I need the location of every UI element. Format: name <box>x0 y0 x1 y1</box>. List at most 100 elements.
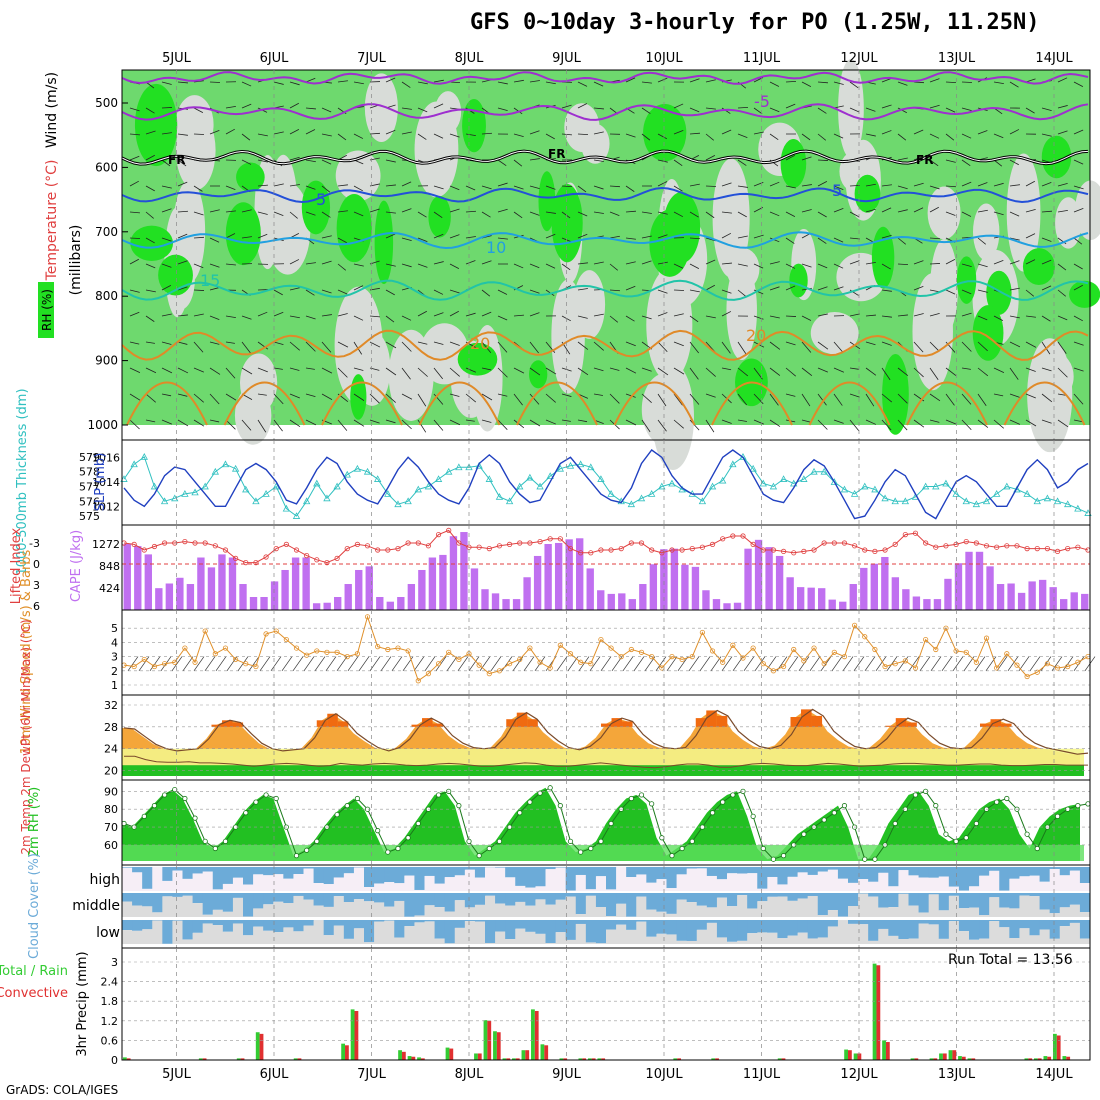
wind-speed-line-point <box>334 649 340 655</box>
wind-barb-10m <box>864 656 876 672</box>
wind-barb <box>849 184 861 187</box>
cloud-bar <box>858 920 869 925</box>
wind-barb <box>913 260 924 265</box>
cloud-clear <box>525 905 536 917</box>
cloud-clear <box>263 930 274 944</box>
wind-speed-line-point <box>202 628 208 634</box>
wind-barb <box>513 367 525 374</box>
cape-bar <box>628 599 636 610</box>
contour-label-20: 20 <box>746 326 766 345</box>
cape-bar <box>1081 593 1089 610</box>
lifted-index-line-point <box>841 540 848 546</box>
wind-speed-line-point <box>679 656 685 663</box>
cape-bar <box>386 601 394 610</box>
wind-barb <box>897 157 908 161</box>
lifted-index-line-point <box>537 538 543 545</box>
cloud-bar <box>394 893 405 901</box>
wind-barb <box>929 312 940 317</box>
lifted-index-line-point <box>730 533 736 539</box>
cloud-clear <box>485 942 496 944</box>
wind-barb <box>849 393 860 398</box>
thickness-tick-label: 579 <box>79 451 100 464</box>
cloud-clear <box>525 931 536 944</box>
cloud-bar <box>454 920 466 928</box>
cloud-bar <box>858 893 869 894</box>
wind-barb <box>561 104 572 109</box>
cloud-bar <box>636 893 647 897</box>
cloud-clear <box>303 899 315 917</box>
rh-moist-patch <box>529 360 548 389</box>
wind-barb <box>929 263 941 265</box>
wind-barb <box>193 289 205 291</box>
temp-contour-25 <box>711 381 793 426</box>
wind-barb <box>833 185 844 191</box>
rh-moist-patch <box>986 270 1012 315</box>
cloud-bar <box>253 893 264 909</box>
cloud-clear <box>142 888 153 891</box>
cloud-clear <box>757 932 768 944</box>
temp-hot-fill <box>906 722 917 727</box>
wind-barb <box>193 263 204 269</box>
cloud-clear <box>293 931 304 944</box>
thickness-line-point <box>729 460 737 468</box>
wind-barb <box>1041 107 1052 112</box>
temp-hot-fill <box>622 721 633 727</box>
cloud-bar <box>283 920 294 928</box>
wind-barb <box>353 419 365 427</box>
precip-tick-label: 0.6 <box>101 1034 119 1047</box>
panel-frame-precip <box>121 947 1091 1061</box>
cloud-bar <box>999 920 1010 928</box>
cloud-bar <box>333 920 345 926</box>
wind-barb-10m <box>127 656 139 672</box>
wind-barb <box>1025 208 1036 213</box>
wind-barb <box>657 367 669 376</box>
wind-barb <box>209 129 220 135</box>
cape-bar <box>397 597 405 610</box>
wind-barb <box>945 133 955 141</box>
wind-barb <box>625 419 637 426</box>
wind-barb <box>897 393 908 404</box>
date-label-bottom: 6JUL <box>260 1067 290 1082</box>
rh2m-line-point <box>578 849 584 855</box>
temp-hot-fill <box>695 718 707 727</box>
rh2m-line-point <box>496 838 503 844</box>
wind-barb <box>401 81 411 88</box>
wind-barb <box>225 106 236 109</box>
wind-barb <box>497 315 508 321</box>
cloud-bar <box>716 920 728 938</box>
wind-barb <box>737 419 748 422</box>
lifted-index-line-point <box>780 548 787 555</box>
wind-barb <box>209 393 220 405</box>
cloud-bar <box>656 893 667 912</box>
wind-barb <box>433 79 444 83</box>
cloud-clear <box>848 882 859 891</box>
rh2m-line-point <box>395 845 401 852</box>
precip-total-bar <box>474 1053 478 1060</box>
cloud-clear <box>858 879 869 891</box>
wind-barb-10m <box>171 656 183 672</box>
contour-label-5: 5 <box>316 190 326 209</box>
lifted-index-line-point <box>628 540 634 546</box>
wind-barb-10m <box>622 656 634 672</box>
wind-speed-line-point <box>1075 659 1081 665</box>
cloud-clear <box>696 929 708 944</box>
thickness-line-point <box>840 485 849 493</box>
cape-bar <box>786 577 794 610</box>
wind-speed-line-point <box>212 651 218 657</box>
wind-barb <box>737 341 747 355</box>
wind-speed-line-point <box>364 614 371 620</box>
wind-barb <box>225 233 236 239</box>
precip-total-bar <box>293 1058 298 1060</box>
cape-bar <box>228 557 237 610</box>
rh2m-line-point <box>375 828 381 834</box>
cloud-bar <box>303 893 315 900</box>
wind-barb <box>385 341 397 349</box>
cape-bar <box>470 568 479 610</box>
wind-barb-10m <box>666 656 678 672</box>
wind-speed-line-point <box>983 635 990 641</box>
cloud-clear <box>243 916 254 917</box>
wind-barb <box>129 237 141 239</box>
thickness-line-point <box>719 476 727 484</box>
wind-barb <box>609 263 618 271</box>
wind-barb <box>417 263 428 268</box>
